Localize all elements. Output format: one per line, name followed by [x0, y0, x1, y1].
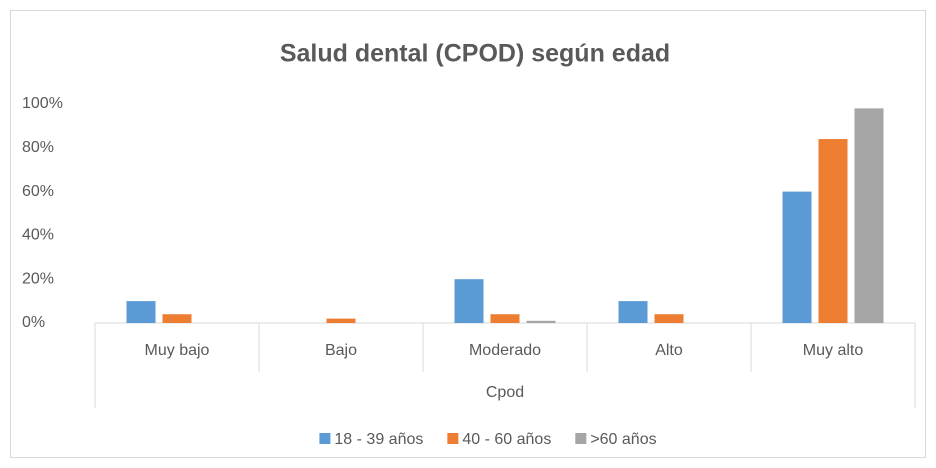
bar [490, 314, 520, 323]
x-tick-label: Bajo [325, 342, 357, 359]
legend-swatch [319, 433, 331, 444]
bar [782, 191, 812, 323]
y-tick-label: 100% [22, 95, 63, 112]
x-tick-label: Moderado [469, 342, 541, 359]
bar [654, 314, 684, 323]
legend-label: >60 años [590, 431, 656, 448]
bar [162, 314, 192, 323]
bar [854, 108, 884, 323]
x-tick-label: Muy bajo [145, 342, 210, 359]
chart-title: Salud dental (CPOD) según edad [280, 40, 670, 68]
y-tick-label: 40% [22, 227, 54, 244]
y-tick-label: 60% [22, 183, 54, 200]
bar [526, 320, 556, 323]
legend-label: 18 - 39 años [334, 431, 423, 448]
bar [618, 301, 648, 323]
legend-swatch [575, 433, 587, 444]
y-tick-label: 80% [22, 139, 54, 156]
legend-swatch [447, 433, 459, 444]
chart-border [10, 10, 926, 458]
bar [818, 139, 848, 323]
x-axis-title: Cpod [486, 384, 524, 401]
y-tick-label: 0% [22, 314, 45, 331]
bar [454, 279, 484, 323]
y-tick-label: 20% [22, 270, 54, 287]
bar [126, 301, 156, 323]
bar [326, 318, 356, 323]
x-tick-label: Alto [655, 342, 683, 359]
legend-label: 40 - 60 años [462, 431, 551, 448]
x-tick-label: Muy alto [803, 342, 864, 359]
